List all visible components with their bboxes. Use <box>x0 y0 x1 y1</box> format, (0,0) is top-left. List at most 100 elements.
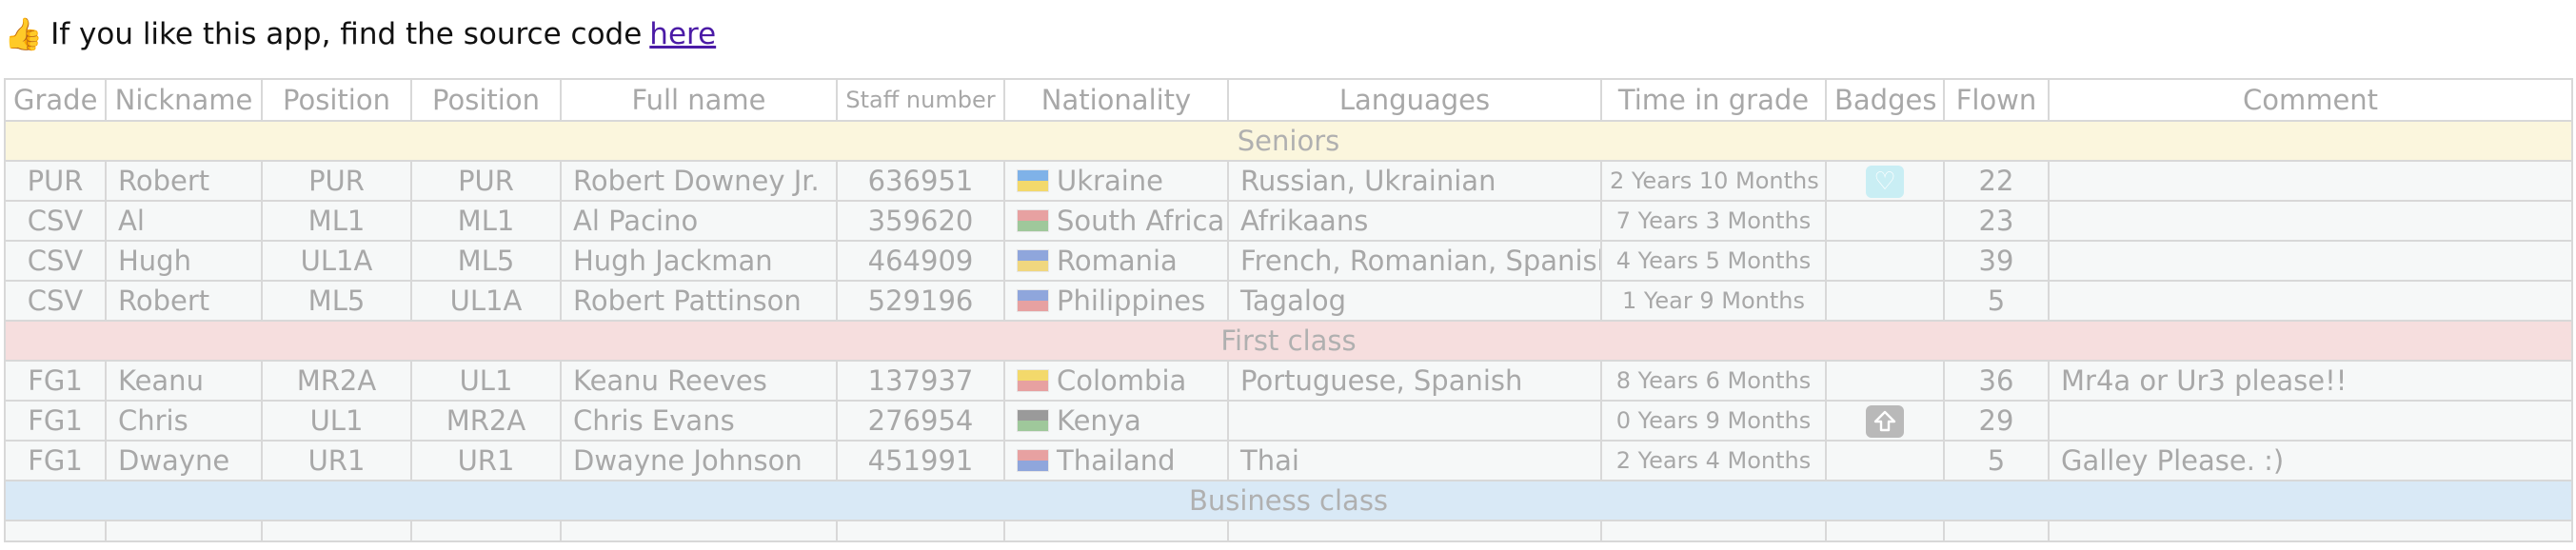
nationality-label: Colombia <box>1057 364 1187 397</box>
nickname-cell: Robert <box>105 160 263 202</box>
position-2-cell: UL1 <box>410 360 562 402</box>
languages-cell <box>1227 400 1602 442</box>
column-header-time-in-grade[interactable]: Time in grade <box>1600 78 1827 122</box>
full-name-cell: Chris Evans <box>560 400 838 442</box>
section-label: First class <box>4 320 2573 362</box>
languages-cell: French, Romanian, Spanish <box>1227 240 1602 282</box>
arrow-up-icon[interactable] <box>1866 405 1904 438</box>
nationality-label: Kenya <box>1057 404 1141 437</box>
column-header-position-1[interactable]: Position <box>261 78 412 122</box>
section-label: Seniors <box>4 120 2573 162</box>
table-cell <box>1943 520 2050 542</box>
languages-cell: Thai <box>1227 440 1602 481</box>
table-cell <box>836 520 1005 542</box>
table-cell <box>1825 520 1945 542</box>
table-cell <box>261 520 412 542</box>
flag-icon <box>1017 449 1049 472</box>
crew-table: Grade Nickname Position Position Full na… <box>4 78 2573 542</box>
source-code-link[interactable]: here <box>649 17 717 51</box>
staff-number-cell: 451991 <box>836 440 1005 481</box>
crew-row[interactable]: CSV Al ML1 ML1 Al Pacino 359620 South Africa Af… <box>4 200 2573 242</box>
comment-cell <box>2048 400 2573 442</box>
crew-row[interactable]: FG1 Dwayne UR1 UR1 Dwayne Johnson 451991 Thail… <box>4 440 2573 481</box>
full-name-cell: Keanu Reeves <box>560 360 838 402</box>
flown-cell: 5 <box>1943 280 2050 322</box>
table-cell <box>1600 520 1827 542</box>
nationality-label: Romania <box>1057 245 1178 277</box>
nationality-cell: Kenya <box>1003 400 1229 442</box>
nationality-cell: Romania <box>1003 240 1229 282</box>
banner-text: If you like this app, find the source co… <box>50 17 643 51</box>
badges-cell: ♡ <box>1825 160 1945 202</box>
heart-icon[interactable]: ♡ <box>1866 166 1904 198</box>
column-header-comment[interactable]: Comment <box>2048 78 2573 122</box>
column-header-flown[interactable]: Flown <box>1943 78 2050 122</box>
section-row: Business class <box>4 480 2573 521</box>
nationality-cell: South Africa <box>1003 200 1229 242</box>
crew-row[interactable]: CSV Hugh UL1A ML5 Hugh Jackman 464909 Romania F… <box>4 240 2573 282</box>
column-header-languages[interactable]: Languages <box>1227 78 1602 122</box>
section-row: Seniors <box>4 120 2573 162</box>
table-cell <box>1227 520 1602 542</box>
column-header-full-name[interactable]: Full name <box>560 78 838 122</box>
flown-cell: 39 <box>1943 240 2050 282</box>
languages-cell: Russian, Ukrainian <box>1227 160 1602 202</box>
position-1-cell: UL1 <box>261 400 412 442</box>
position-2-cell: ML5 <box>410 240 562 282</box>
position-1-cell: MR2A <box>261 360 412 402</box>
position-1-cell: PUR <box>261 160 412 202</box>
full-name-cell: Robert Downey Jr. <box>560 160 838 202</box>
staff-number-cell: 137937 <box>836 360 1005 402</box>
staff-number-cell: 636951 <box>836 160 1005 202</box>
nickname-cell: Al <box>105 200 263 242</box>
badges-cell <box>1825 360 1945 402</box>
position-1-cell: ML5 <box>261 280 412 322</box>
flown-cell: 29 <box>1943 400 2050 442</box>
table-body: Seniors PUR Robert PUR PUR Robert Downey Jr. 6… <box>4 120 2573 542</box>
table-cell <box>410 520 562 542</box>
time-in-grade-cell: 1 Year 9 Months <box>1600 280 1827 322</box>
table-cell <box>560 520 838 542</box>
nationality-label: Philippines <box>1057 285 1206 317</box>
nickname-cell: Chris <box>105 400 263 442</box>
comment-cell <box>2048 200 2573 242</box>
languages-cell: Afrikaans <box>1227 200 1602 242</box>
crew-row[interactable]: FG1 Chris UL1 MR2A Chris Evans 276954 Kenya 0 Y… <box>4 400 2573 442</box>
nationality-cell: Philippines <box>1003 280 1229 322</box>
column-header-nationality[interactable]: Nationality <box>1003 78 1229 122</box>
table-cell <box>1003 520 1229 542</box>
badges-cell <box>1825 400 1945 442</box>
source-code-banner: 👍 If you like this app, find the source … <box>4 13 716 55</box>
time-in-grade-cell: 7 Years 3 Months <box>1600 200 1827 242</box>
full-name-cell: Dwayne Johnson <box>560 440 838 481</box>
comment-cell: Mr4a or Ur3 please!! <box>2048 360 2573 402</box>
position-2-cell: PUR <box>410 160 562 202</box>
column-header-position-2[interactable]: Position <box>410 78 562 122</box>
column-header-staff-number[interactable]: Staff number <box>836 78 1005 122</box>
nickname-cell: Hugh <box>105 240 263 282</box>
table-header-row: Grade Nickname Position Position Full na… <box>4 78 2573 122</box>
grade-cell: FG1 <box>4 400 107 442</box>
time-in-grade-cell: 0 Years 9 Months <box>1600 400 1827 442</box>
column-header-grade[interactable]: Grade <box>4 78 107 122</box>
grade-cell: CSV <box>4 280 107 322</box>
grade-cell: CSV <box>4 240 107 282</box>
table-cell <box>2048 520 2573 542</box>
position-1-cell: UR1 <box>261 440 412 481</box>
position-2-cell: MR2A <box>410 400 562 442</box>
position-1-cell: UL1A <box>261 240 412 282</box>
section-label: Business class <box>4 480 2573 521</box>
staff-number-cell: 359620 <box>836 200 1005 242</box>
full-name-cell: Robert Pattinson <box>560 280 838 322</box>
column-header-nickname[interactable]: Nickname <box>105 78 263 122</box>
crew-row[interactable]: CSV Robert ML5 UL1A Robert Pattinson 529196 Ph… <box>4 280 2573 322</box>
flag-icon <box>1017 369 1049 392</box>
crew-row[interactable]: FG1 Keanu MR2A UL1 Keanu Reeves 137937 Colombi… <box>4 360 2573 402</box>
crew-row[interactable]: PUR Robert PUR PUR Robert Downey Jr. 636951 Uk… <box>4 160 2573 202</box>
comment-cell <box>2048 280 2573 322</box>
nationality-cell: Thailand <box>1003 440 1229 481</box>
crew-row[interactable] <box>4 520 2573 542</box>
column-header-badges[interactable]: Badges <box>1825 78 1945 122</box>
table-cell <box>4 520 107 542</box>
flag-icon <box>1017 289 1049 312</box>
